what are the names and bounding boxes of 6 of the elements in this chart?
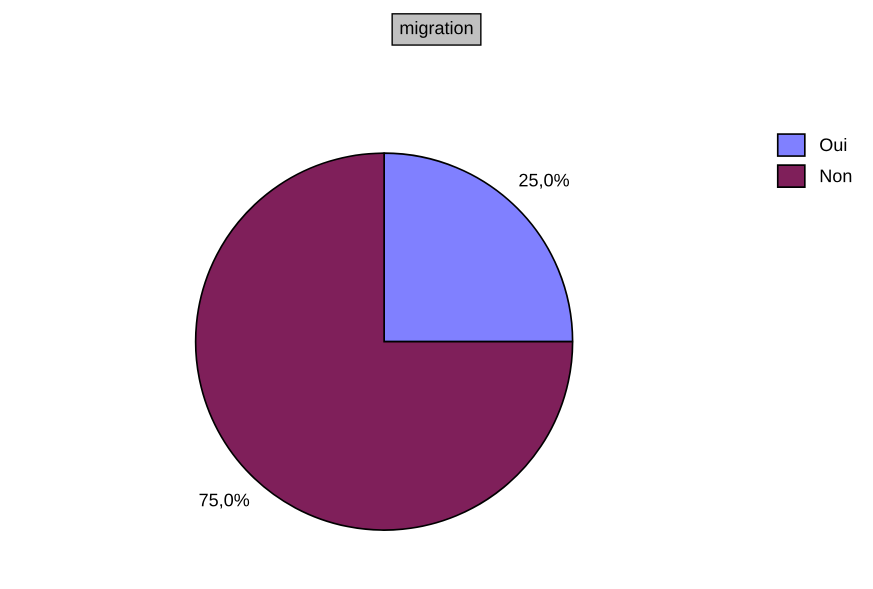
legend-label: Non [820, 170, 852, 182]
chart-title: migration [400, 21, 472, 38]
legend-label: Oui [820, 138, 846, 152]
pie-slice [194, 152, 574, 531]
data-label: 75,0% [200, 494, 250, 509]
data-label: 25,0% [519, 174, 570, 189]
